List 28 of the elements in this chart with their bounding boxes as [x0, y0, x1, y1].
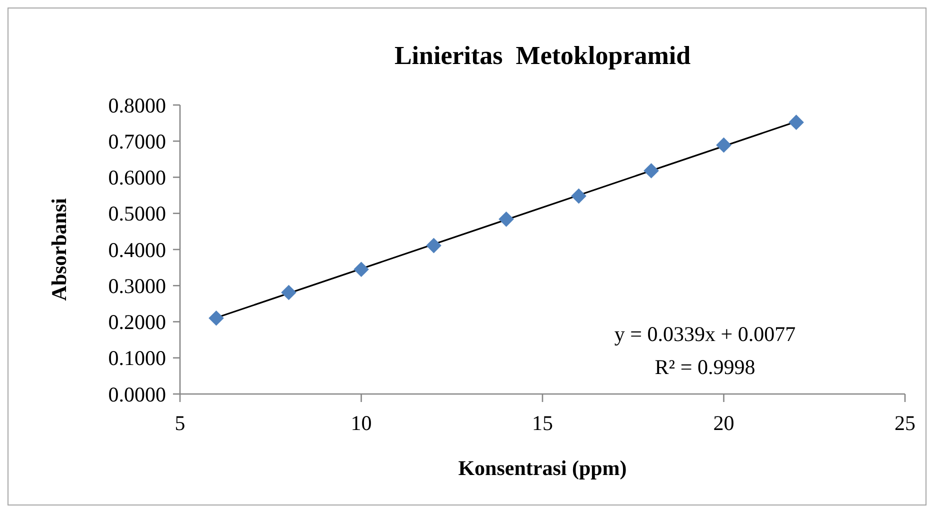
y-tick-label: 0.8000: [108, 93, 166, 118]
point: [426, 238, 442, 254]
point: [644, 163, 659, 178]
y-axis-title: Absorbansi: [47, 198, 71, 301]
y-tick-label: 0.4000: [108, 238, 166, 262]
y-tick-label: 0.1000: [108, 346, 166, 370]
point: [208, 310, 224, 326]
y-tick-label: 0.0000: [108, 382, 166, 406]
point: [498, 211, 514, 227]
annotation: R² = 0.9998: [654, 355, 756, 379]
point: [281, 284, 296, 300]
x-tick-label: 15: [532, 411, 553, 435]
x-tick-label: 25: [894, 411, 916, 435]
x-axis-title: Konsentrasi (ppm): [458, 456, 627, 480]
x-tick-label: 5: [174, 411, 186, 435]
x-tick-label: 20: [713, 411, 734, 435]
point: [716, 137, 732, 153]
x-tick-label: 10: [350, 411, 372, 435]
annotation: y = 0.0339x + 0.0077: [614, 322, 796, 346]
y-tick-label: 0.7000: [108, 129, 166, 154]
chart-title: Linieritas Metoklopramid: [394, 41, 692, 70]
y-tick-label: 0.3000: [108, 274, 166, 298]
y-tick-label: 0.6000: [108, 166, 166, 190]
point: [788, 114, 804, 130]
point: [571, 188, 586, 204]
point: [354, 262, 369, 278]
y-tick-label: 0.2000: [108, 310, 166, 334]
y-tick-label: 0.5000: [108, 202, 166, 226]
